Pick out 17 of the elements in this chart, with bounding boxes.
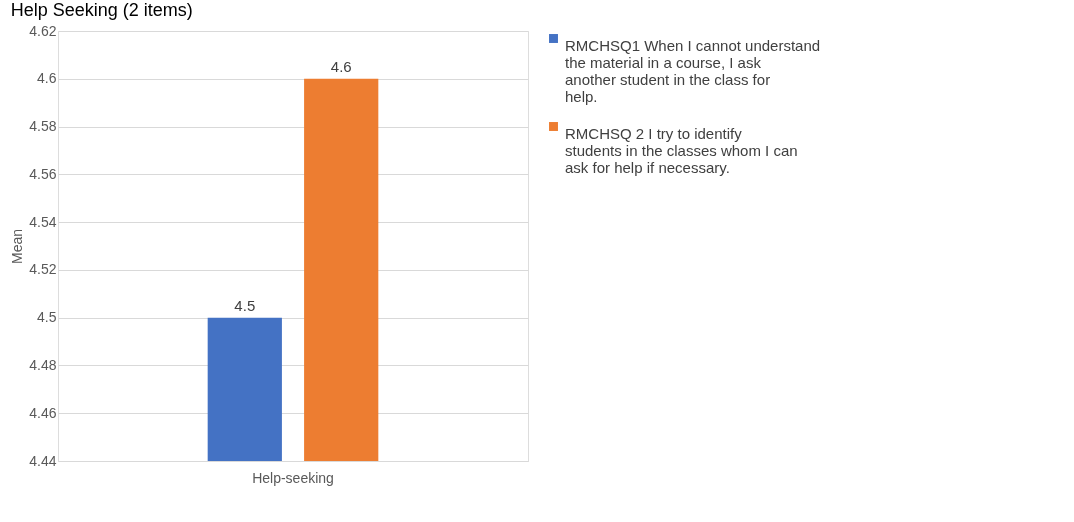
y-tick-label: 4.6 [37,70,57,87]
y-tick-label: 4.44 [29,452,57,469]
y-tick-label: 4.5 [37,309,57,326]
x-tick-label: Help-seeking [252,469,334,486]
chart-title: Help Seeking (2 items) [10,0,193,20]
data-label: 4.6 [330,57,352,75]
data-label: 4.5 [234,296,256,314]
y-tick-label: 4.62 [29,22,57,39]
y-tick-label: 4.52 [29,261,57,278]
legend-label: RMCHSQ 2 I try to identify students in the classes whom I can ask for help if necessary. [565,124,798,176]
y-tick-label: 4.48 [29,356,57,373]
y-tick-label: 4.58 [29,118,57,135]
legend-label: RMCHSQ1 When I cannot understand the material in a course, I ask another student in the class for help. [565,36,821,105]
y-tick-label: 4.54 [29,213,57,230]
y-axis-title: Mean [9,228,26,265]
y-tick-label: 4.56 [29,165,57,182]
y-tick-label: 4.46 [29,404,57,421]
